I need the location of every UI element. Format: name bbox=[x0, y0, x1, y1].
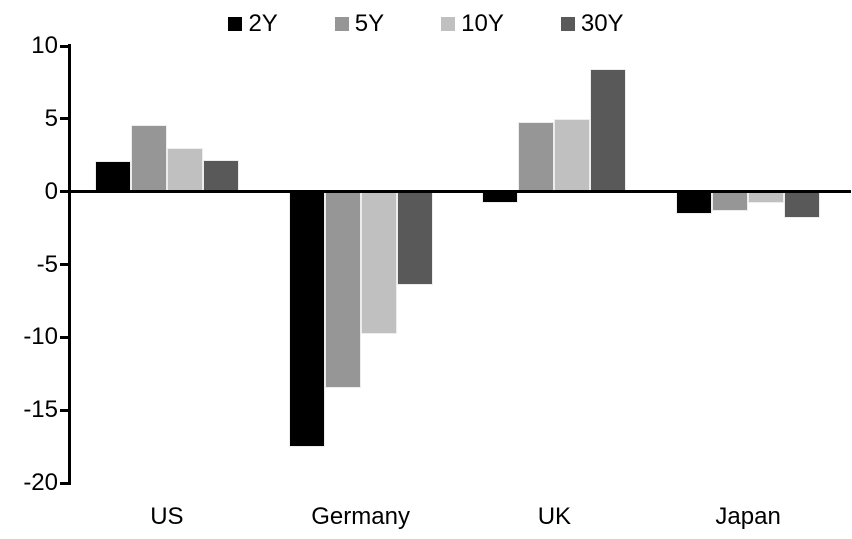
y-axis-tick bbox=[60, 44, 69, 48]
legend-swatch-10y bbox=[441, 17, 456, 31]
legend-item-2y: 2Y bbox=[228, 7, 278, 41]
y-axis-tick bbox=[60, 117, 69, 121]
bar-us-10y bbox=[166, 147, 203, 192]
legend-label-10y: 10Y bbox=[461, 10, 504, 37]
bar-us-5y bbox=[130, 124, 167, 192]
x-axis-label-us: US bbox=[150, 503, 184, 530]
bar-germany-30y bbox=[396, 191, 433, 285]
x-axis-label-uk: UK bbox=[537, 503, 572, 530]
bar-japan-5y bbox=[712, 191, 749, 211]
y-axis-tick-label: -20 bbox=[23, 469, 58, 496]
legend-item-30y: 30Y bbox=[560, 7, 624, 41]
legend-swatch-5y bbox=[334, 17, 349, 31]
y-axis-tick bbox=[60, 335, 69, 339]
y-axis-tick bbox=[60, 481, 69, 485]
bar-germany-2y bbox=[288, 191, 325, 447]
bar-germany-5y bbox=[324, 191, 361, 389]
bar-japan-10y bbox=[748, 191, 785, 204]
legend-label-30y: 30Y bbox=[580, 10, 624, 37]
y-axis-line bbox=[68, 44, 71, 485]
bar-us-30y bbox=[202, 159, 239, 192]
y-axis-tick-label: -15 bbox=[23, 396, 58, 424]
y-axis-tick-label: 0 bbox=[44, 177, 58, 205]
bar-uk-5y bbox=[518, 121, 555, 192]
legend-swatch-30y bbox=[560, 17, 575, 31]
y-axis-tick-label: 10 bbox=[31, 32, 58, 59]
legend-swatch-2y bbox=[228, 17, 243, 31]
y-axis-tick-label: -10 bbox=[23, 323, 58, 351]
bar-us-2y bbox=[94, 161, 131, 192]
y-axis-tick bbox=[60, 408, 69, 412]
legend-item-5y: 5Y bbox=[334, 7, 385, 41]
bar-japan-2y bbox=[676, 191, 713, 214]
legend-label-5y: 5Y bbox=[354, 10, 385, 37]
y-axis-tick-label: -5 bbox=[36, 250, 58, 278]
bar-japan-30y bbox=[784, 191, 821, 218]
y-axis-tick-label: 5 bbox=[44, 104, 58, 132]
chart-legend: 2Y 5Y 10Y 30Y bbox=[0, 6, 852, 42]
y-axis-tick bbox=[60, 263, 69, 266]
zero-baseline bbox=[68, 190, 851, 194]
x-axis-label-japan: Japan bbox=[715, 503, 781, 530]
y-axis-tick bbox=[60, 190, 69, 194]
bar-uk-10y bbox=[554, 118, 591, 192]
legend-item-10y: 10Y bbox=[441, 7, 504, 41]
bar-germany-10y bbox=[360, 191, 397, 335]
bar-uk-2y bbox=[482, 191, 519, 204]
legend-label-2y: 2Y bbox=[248, 10, 278, 37]
bar-uk-30y bbox=[590, 69, 627, 192]
x-axis-label-germany: Germany bbox=[311, 503, 410, 530]
